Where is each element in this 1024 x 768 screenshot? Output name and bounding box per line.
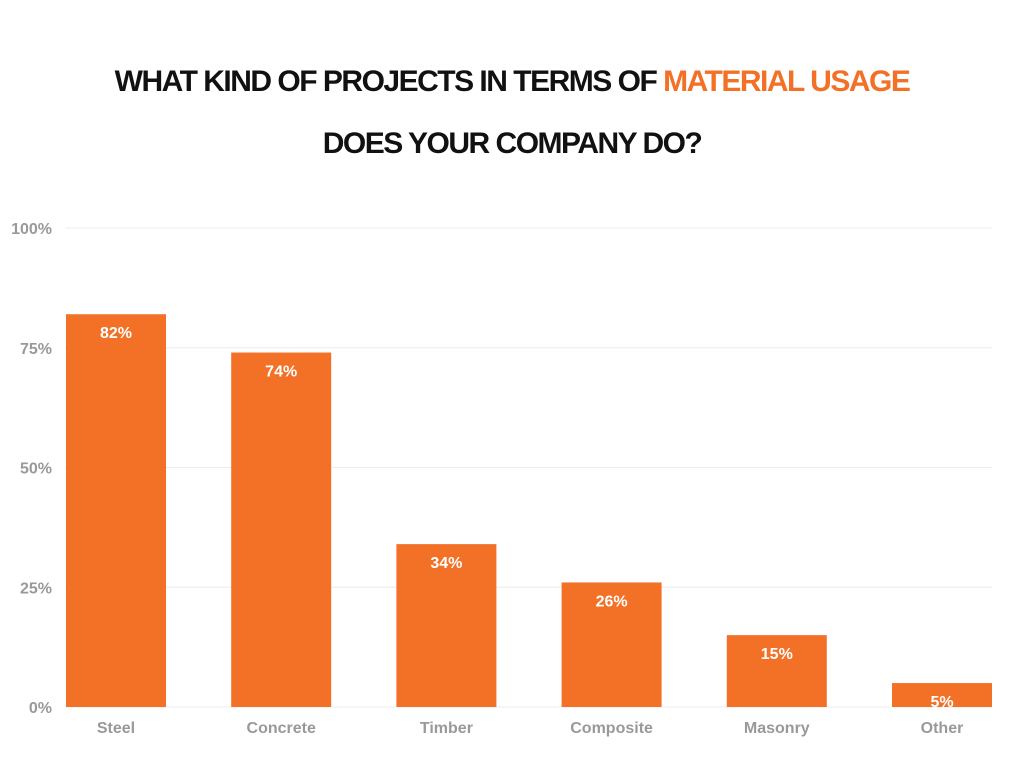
x-tick-label: Steel: [97, 720, 135, 737]
x-tick-label: Other: [921, 720, 964, 737]
bar-masonry: [726, 635, 827, 707]
x-tick-label: Concrete: [247, 720, 316, 737]
title-line-2-text: DOES YOUR COMPANY DO?: [322, 127, 703, 160]
data-label: 15%: [761, 646, 793, 663]
bar-other: [892, 683, 992, 707]
bar-concrete: [231, 352, 332, 707]
data-label: 5%: [930, 694, 953, 711]
chart-title-line-2: DOES YOUR COMPANY DO?: [0, 124, 1024, 164]
y-tick-label: 100%: [11, 221, 52, 238]
data-label: 74%: [265, 364, 297, 381]
y-tick-label: 0%: [29, 700, 52, 717]
x-tick-label: Timber: [420, 720, 473, 737]
x-tick-label: Masonry: [744, 720, 810, 737]
title-prefix: WHAT KIND OF PROJECTS IN TERMS OF: [114, 65, 664, 98]
data-label: 34%: [430, 555, 462, 572]
y-tick-label: 75%: [20, 341, 52, 358]
y-tick-label: 25%: [20, 580, 52, 597]
bar-composite: [561, 582, 662, 707]
data-label: 26%: [596, 593, 628, 610]
title-highlight: MATERIAL USAGE: [663, 65, 911, 98]
chart-title-line-1: WHAT KIND OF PROJECTS IN TERMS OF MATERI…: [0, 62, 1024, 102]
bar-timber: [396, 544, 497, 707]
y-tick-label: 50%: [20, 461, 52, 478]
data-label: 82%: [100, 325, 132, 342]
bar-steel: [66, 314, 166, 707]
x-tick-label: Composite: [570, 720, 653, 737]
